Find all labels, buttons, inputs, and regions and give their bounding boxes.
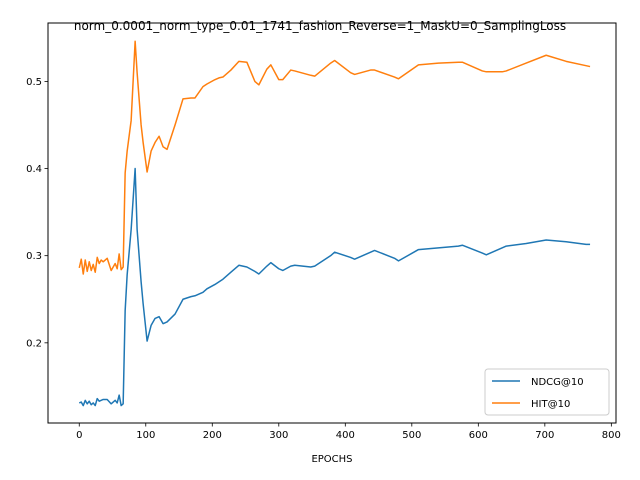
x-tick-label: 700 <box>535 430 554 441</box>
series-line-ndcg-10 <box>78 167 591 407</box>
x-tick-label: 0 <box>76 430 82 441</box>
y-tick-label: 0.4 <box>26 164 42 175</box>
x-tick-label: 600 <box>469 430 488 441</box>
y-tick-label: 0.5 <box>26 77 42 88</box>
y-axis: 0.2 0.3 0.4 0.5 <box>26 77 48 349</box>
y-tick-label: 0.3 <box>26 251 42 262</box>
legend-label: HIT@10 <box>531 399 570 410</box>
x-tick-label: 300 <box>269 430 288 441</box>
x-tick-label: 100 <box>136 430 155 441</box>
plot-frame <box>47 22 617 424</box>
x-tick-label: 400 <box>336 430 355 441</box>
y-tick-label: 0.2 <box>26 338 42 349</box>
series-line-hit-10 <box>78 40 591 275</box>
x-tick-label: 800 <box>602 430 621 441</box>
x-tick-label: 500 <box>402 430 421 441</box>
legend-label: NDCG@10 <box>531 377 584 388</box>
chart-title: norm_0.0001_norm_type_0.01_1741_fashion_… <box>74 19 566 33</box>
x-tick-label: 200 <box>203 430 222 441</box>
x-axis: 0 100 200 300 400 500 600 700 800 <box>76 423 621 441</box>
legend: NDCG@10 HIT@10 <box>484 368 610 416</box>
x-axis-label: EPOCHS <box>311 454 352 465</box>
series-layer <box>78 40 591 407</box>
